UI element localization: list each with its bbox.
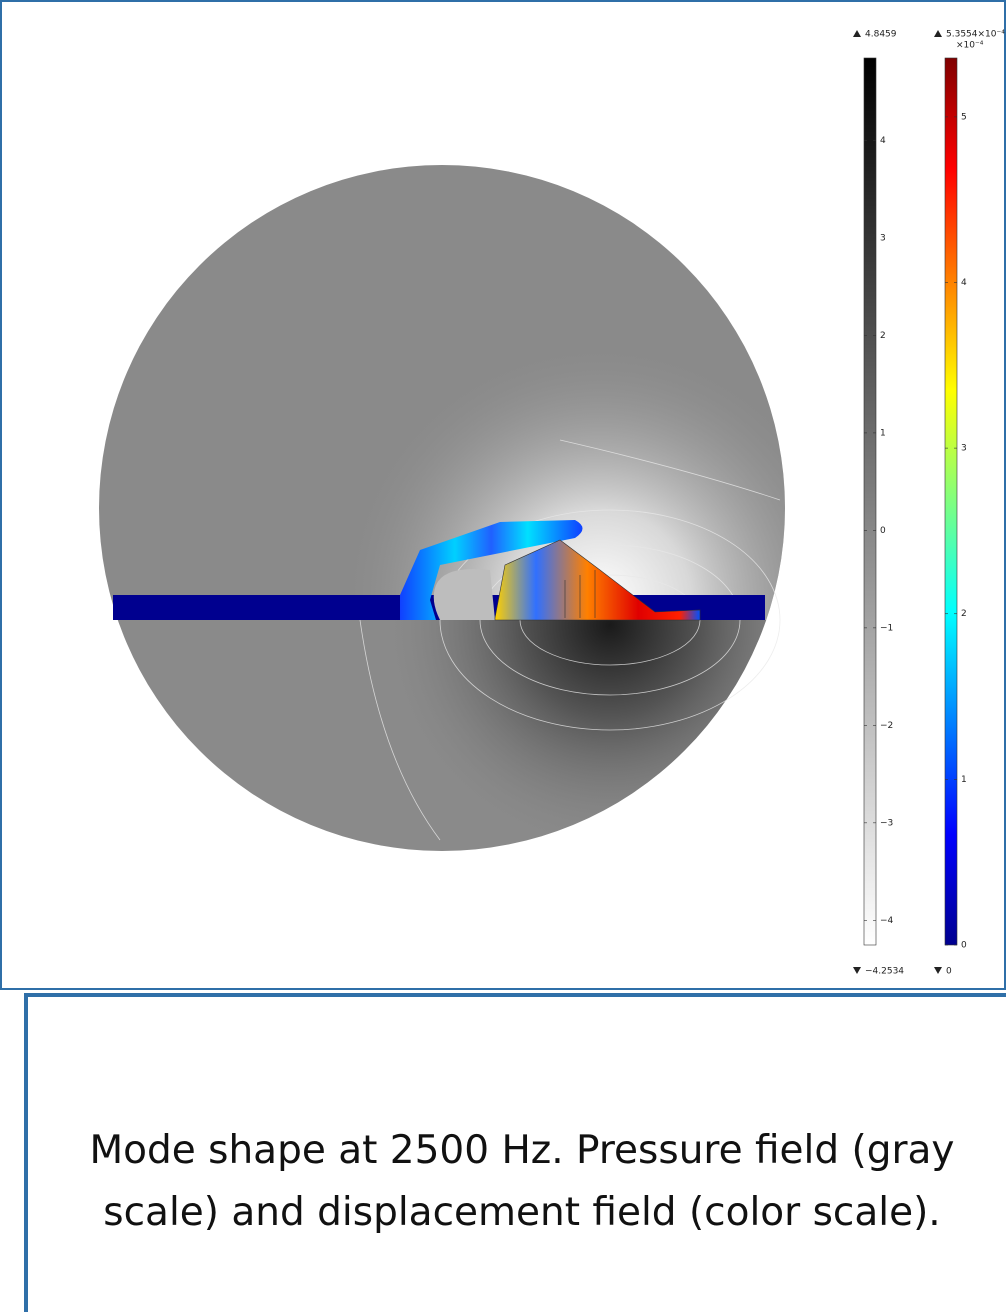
tick-label: 2 <box>880 331 886 341</box>
max-marker <box>934 30 942 37</box>
displacement-multiplier: ×10⁻⁴ <box>956 41 984 51</box>
plot-frame <box>0 0 1006 990</box>
displacement-min-label: 0 <box>946 967 952 977</box>
tick-label: −2 <box>880 721 893 731</box>
pressure-min-label: −4.2534 <box>865 967 904 977</box>
tick-label: 0 <box>961 941 967 951</box>
tick-label: 3 <box>961 444 967 454</box>
tick-label: −4 <box>880 916 894 926</box>
tick-label: 3 <box>880 233 886 243</box>
displacement-colorbar <box>944 57 958 946</box>
tick-label: 1 <box>961 775 967 785</box>
caption-line: scale) and displacement field (color sca… <box>103 1190 940 1235</box>
colorbar-ticks: 4 3 2 1 0 −1 −2 −3 −4 5 4 3 2 1 0 <box>864 112 967 951</box>
tick-label: −1 <box>880 623 893 633</box>
tick-label: 1 <box>880 428 886 438</box>
tick-label: 2 <box>961 609 967 619</box>
max-marker <box>853 30 861 37</box>
caption-line: Mode shape at 2500 Hz. Pressure field (g… <box>89 1128 954 1173</box>
tick-label: 5 <box>961 112 967 122</box>
tick-label: 0 <box>880 526 886 536</box>
simulation-plot <box>99 165 785 851</box>
min-marker <box>934 967 942 974</box>
displacement-max-label: 5.3554×10⁻⁴ <box>946 30 1005 40</box>
caption-frame <box>24 993 1006 1312</box>
tick-label: −3 <box>880 818 893 828</box>
pressure-max-label: 4.8459 <box>865 30 897 40</box>
pressure-colorbar <box>863 57 877 946</box>
tick-label: 4 <box>961 278 967 288</box>
tick-label: 4 <box>880 136 886 146</box>
min-marker <box>853 967 861 974</box>
